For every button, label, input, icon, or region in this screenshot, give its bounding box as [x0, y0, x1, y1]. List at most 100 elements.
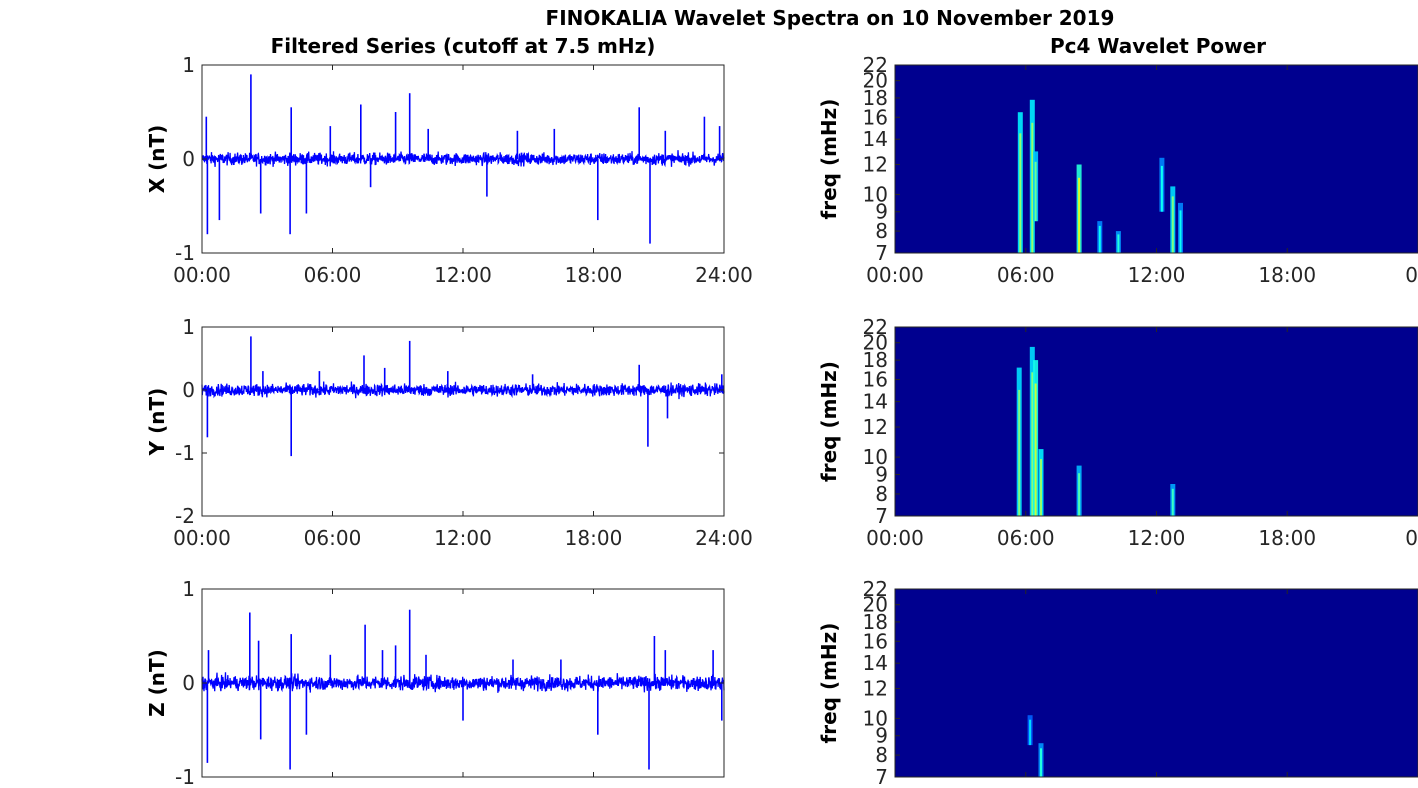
- burst-core: [1117, 234, 1120, 253]
- x-tick-label: 00: [1405, 263, 1418, 287]
- x-tick-label: 18:00: [565, 263, 623, 287]
- burst-core: [1040, 459, 1042, 516]
- burst-core: [1034, 383, 1037, 516]
- burst-core: [1171, 196, 1174, 253]
- x-tick-label: 18:00: [565, 526, 623, 550]
- heatmap-burst: [1170, 484, 1176, 516]
- y-tick-label: 10: [863, 706, 888, 730]
- y-tick-label: 14: [863, 127, 888, 151]
- x-tick-label: 00:00: [173, 526, 231, 550]
- heatmap-burst: [1029, 99, 1035, 253]
- chart-panel-2: -2 -1 0 1 00:00 06:00 12:00 18:00 24:00 Y (nT): [145, 315, 753, 550]
- burst-core: [1171, 488, 1174, 516]
- plot-frame: [201, 588, 725, 778]
- x-tick-label: 12:00: [434, 526, 492, 550]
- y-tick-label: 18: [863, 610, 888, 634]
- heatmap-burst: [1159, 157, 1165, 212]
- plot-frame: [894, 64, 1418, 254]
- y-tick-label: 16: [863, 629, 888, 653]
- y-tick-label: 0: [182, 378, 195, 402]
- y-tick-label: 12: [863, 677, 888, 701]
- burst-core: [1078, 473, 1081, 516]
- y-axis-label: X (nT): [145, 125, 169, 194]
- y-tick-label: 22: [863, 315, 888, 339]
- heatmap-burst: [1076, 465, 1082, 516]
- x-tick-label: 06:00: [997, 526, 1055, 550]
- y-tick-label: 8: [875, 743, 888, 767]
- burst-core: [1098, 225, 1101, 253]
- y-tick-label: -1: [175, 241, 195, 265]
- y-tick-label: 20: [863, 69, 888, 93]
- y-tick-label: 9: [875, 724, 888, 748]
- heatmap-burst: [1033, 151, 1039, 222]
- y-tick-label: 1: [182, 315, 195, 339]
- y-tick-label: 16: [863, 105, 888, 129]
- chart-panel-3: -1 0 1 Z (nT): [145, 577, 725, 788]
- y-tick-label: 8: [875, 219, 888, 243]
- y-tick-label: 7: [875, 504, 888, 528]
- burst-core: [1034, 161, 1037, 222]
- burst-core: [1078, 177, 1081, 253]
- heatmap-burst: [1076, 164, 1082, 253]
- y-tick-label: -1: [175, 765, 195, 788]
- series-line: [201, 150, 725, 168]
- y-tick-label: 12: [863, 415, 888, 439]
- heatmap-burst: [1038, 449, 1044, 516]
- y-axis-label: Z (nT): [145, 649, 169, 717]
- y-tick-label: 7: [875, 765, 888, 788]
- y-tick-label: 9: [875, 200, 888, 224]
- heatmap-background: [895, 589, 1418, 777]
- x-tick-label: 24:00: [695, 263, 753, 287]
- left-column-title: Filtered Series (cutoff at 7.5 mHz): [271, 34, 656, 58]
- y-axis-label: freq (mHz): [817, 623, 841, 744]
- x-tick-label: 00:00: [866, 263, 924, 287]
- y-tick-label: 7: [875, 241, 888, 265]
- heatmap-burst: [1027, 715, 1033, 746]
- y-tick-label: -2: [175, 504, 195, 528]
- figure-title: FINOKALIA Wavelet Spectra on 10 November…: [546, 6, 1115, 30]
- y-tick-label: 12: [863, 153, 888, 177]
- x-tick-label: 06:00: [304, 263, 362, 287]
- x-tick-label: 00:00: [173, 263, 231, 287]
- y-tick-label: 22: [863, 577, 888, 601]
- y-tick-label: 18: [863, 348, 888, 372]
- burst-core: [1031, 122, 1034, 253]
- x-tick-label: 12:00: [1128, 526, 1186, 550]
- x-tick-label: 06:00: [997, 263, 1055, 287]
- y-tick-label: 16: [863, 368, 888, 392]
- burst-core: [1160, 165, 1163, 212]
- y-axis-label: freq (mHz): [817, 99, 841, 220]
- right-column-title: Pc4 Wavelet Power: [1050, 34, 1266, 58]
- heatmap-burst: [1170, 186, 1176, 253]
- burst-core: [1018, 389, 1021, 516]
- y-tick-label: 1: [182, 53, 195, 77]
- heatmap-burst: [1097, 221, 1103, 253]
- burst-core: [1031, 372, 1034, 516]
- heatmap-burst: [1017, 112, 1023, 253]
- heatmap-burst: [1016, 367, 1022, 516]
- y-tick-label: -1: [175, 441, 195, 465]
- y-tick-label: 20: [863, 593, 888, 617]
- y-tick-label: 10: [863, 182, 888, 206]
- x-tick-label: 00: [1405, 526, 1418, 550]
- burst-core: [1179, 210, 1182, 253]
- heatmap-burst: [1033, 360, 1039, 516]
- heatmap-background: [895, 65, 1418, 253]
- plot-frame: [201, 64, 725, 254]
- heatmap-background: [895, 327, 1418, 516]
- y-tick-label: 10: [863, 445, 888, 469]
- x-tick-label: 00:00: [866, 526, 924, 550]
- y-tick-label: 8: [875, 482, 888, 506]
- y-tick-label: 14: [863, 390, 888, 414]
- heatmap-burst: [1178, 202, 1183, 253]
- y-tick-label: 14: [863, 651, 888, 675]
- heatmap-burst: [1038, 743, 1044, 777]
- burst-core: [1019, 133, 1022, 253]
- x-tick-label: 24:00: [695, 526, 753, 550]
- x-tick-label: 12:00: [434, 263, 492, 287]
- y-axis-label: freq (mHz): [817, 361, 841, 482]
- x-tick-label: 18:00: [1258, 263, 1316, 287]
- plot-frame: [894, 588, 1418, 778]
